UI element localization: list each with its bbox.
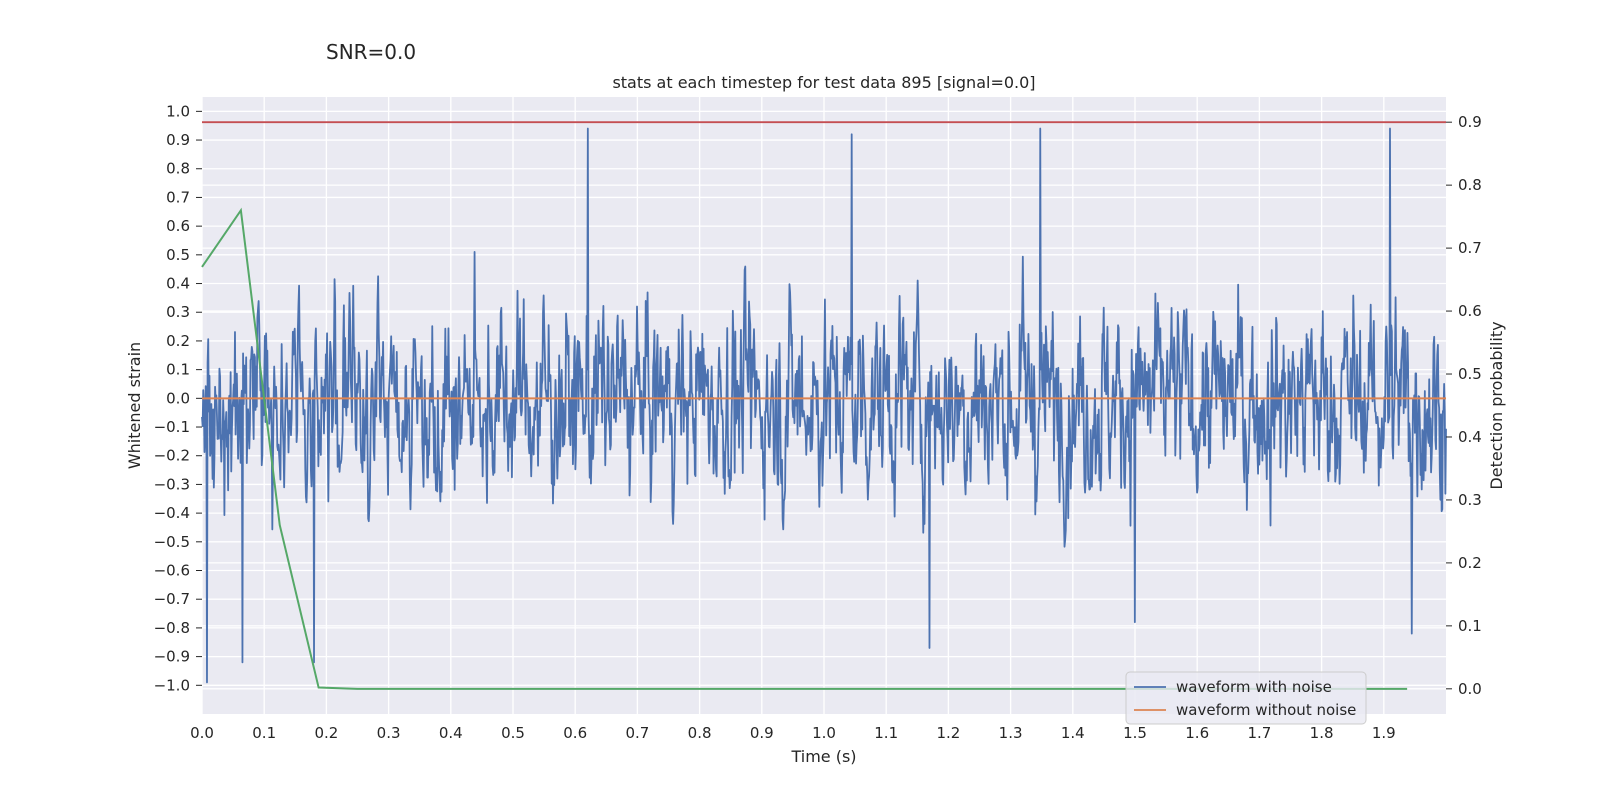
x-tick-label: 1.0 <box>812 724 836 742</box>
y-tick-label: 0.7 <box>166 188 190 206</box>
x-tick-label: 0.7 <box>625 724 649 742</box>
x-tick-label: 0.4 <box>439 724 463 742</box>
y2-tick-label: 0.6 <box>1458 302 1482 320</box>
x-tick-label: 0.0 <box>190 724 214 742</box>
y-tick-label: 0.8 <box>166 160 190 178</box>
y-tick-label: 0.3 <box>166 303 190 321</box>
y2-tick-label: 0.2 <box>1458 554 1482 572</box>
legend-label-clean: waveform without noise <box>1176 701 1356 719</box>
y-tick-label: −0.3 <box>154 475 190 493</box>
y2-tick-label: 0.0 <box>1458 680 1482 698</box>
y-axis-label: Whitened strain <box>125 342 144 469</box>
y-tick-label: 1.0 <box>166 102 190 120</box>
y-tick-label: −1.0 <box>154 676 190 694</box>
x-tick-label: 0.8 <box>688 724 712 742</box>
legend-label-noise: waveform with noise <box>1176 678 1332 696</box>
x-tick-label: 1.7 <box>1247 724 1271 742</box>
x-tick-label: 0.9 <box>750 724 774 742</box>
y-tick-label: −0.7 <box>154 590 190 608</box>
y2-tick-label: 0.7 <box>1458 239 1482 257</box>
series-waveform-with-noise <box>201 127 1447 684</box>
x-tick-label: 1.6 <box>1185 724 1209 742</box>
y-tick-label: 0.5 <box>166 246 190 264</box>
x-tick-label: 1.1 <box>874 724 898 742</box>
y-tick-label: 0.9 <box>166 131 190 149</box>
y-tick-label: −0.5 <box>154 533 190 551</box>
chart-title: stats at each timestep for test data 895… <box>612 73 1035 92</box>
y-tick-label: 0.0 <box>166 389 190 407</box>
x-tick-label: 0.1 <box>252 724 276 742</box>
y2-tick-label: 0.9 <box>1458 113 1482 131</box>
x-tick-label: 1.4 <box>1061 724 1085 742</box>
x-tick-label: 0.6 <box>563 724 587 742</box>
legend-box <box>1125 671 1367 725</box>
series-detection-probability <box>201 207 1408 690</box>
y2-tick-label: 0.4 <box>1458 428 1482 446</box>
y2-tick-label: 0.1 <box>1458 617 1482 635</box>
y2-axis-label: Detection probability <box>1487 321 1506 489</box>
x-tick-label: 0.3 <box>377 724 401 742</box>
y2-tick-label: 0.5 <box>1458 365 1482 383</box>
y-tick-label: −0.4 <box>154 504 190 522</box>
y-tick-label: −0.1 <box>154 418 190 436</box>
y-tick-label: 0.2 <box>166 332 190 350</box>
y-tick-label: 0.4 <box>166 275 190 293</box>
series-layer <box>201 121 1447 690</box>
x-tick-label: 0.2 <box>314 724 338 742</box>
y-tick-label: 0.6 <box>166 217 190 235</box>
legend: waveform with noise waveform without noi… <box>1125 671 1367 725</box>
y2-tick-label: 0.3 <box>1458 491 1482 509</box>
x-tick-label: 1.2 <box>936 724 960 742</box>
x-tick-label: 1.5 <box>1123 724 1147 742</box>
y-tick-label: −0.9 <box>154 648 190 666</box>
y-tick-label: −0.8 <box>154 619 190 637</box>
x-tick-label: 1.3 <box>999 724 1023 742</box>
figure-suptitle: SNR=0.0 <box>326 40 417 64</box>
y-tick-label: −0.2 <box>154 447 190 465</box>
y-tick-label: −0.6 <box>154 562 190 580</box>
x-tick-label: 1.9 <box>1372 724 1396 742</box>
x-tick-label: 0.5 <box>501 724 525 742</box>
x-axis-label: Time (s) <box>790 747 856 766</box>
axes: 0.0 0.1 0.2 0.3 0.4 0.5 0.6 0.7 0.8 0.9 1.0 1.1 1.2 1… <box>154 102 1482 742</box>
y-tick-label: 0.1 <box>166 361 190 379</box>
x-tick-label: 1.8 <box>1310 724 1334 742</box>
y2-tick-label: 0.8 <box>1458 176 1482 194</box>
